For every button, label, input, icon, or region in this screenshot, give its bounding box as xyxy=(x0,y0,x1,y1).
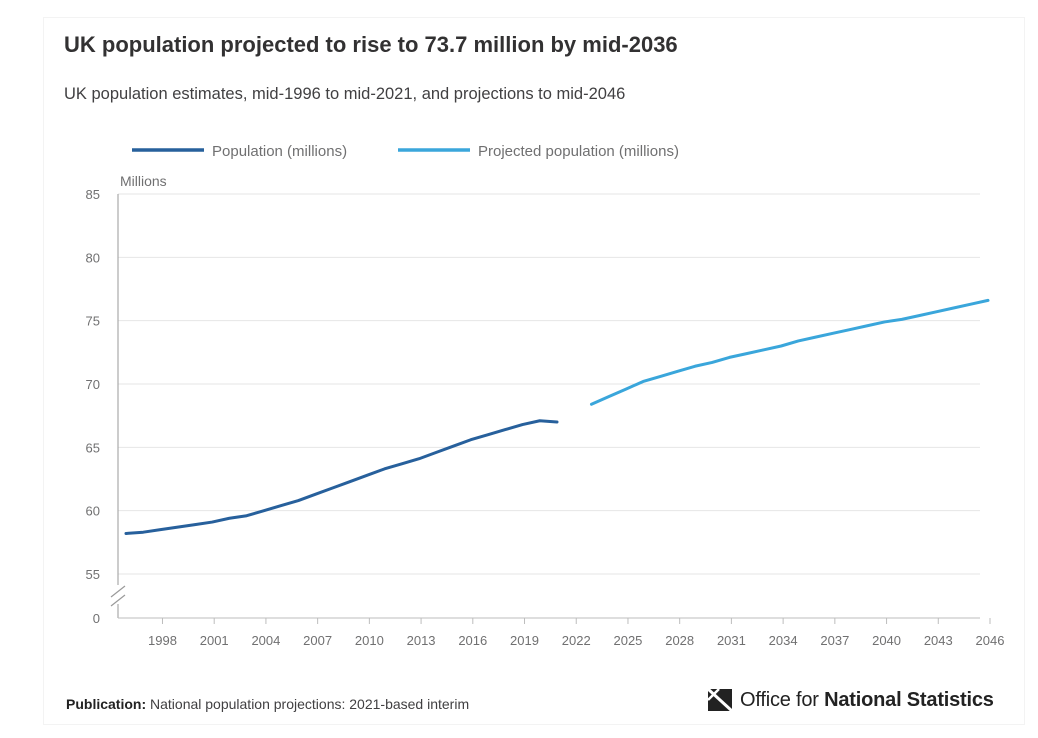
publication-label: Publication: xyxy=(66,696,147,712)
series-line-projected xyxy=(589,298,990,406)
x-tick-2001: 2001 xyxy=(200,633,229,648)
ons-logo-text-regular: Office for xyxy=(740,688,819,711)
y-axis-ticks: 0 55 60 65 70 75 80 85 xyxy=(86,187,100,626)
ons-logo-text: Office for National Statistics xyxy=(740,689,994,712)
x-tick-2019: 2019 xyxy=(510,633,539,648)
ons-logo-icon xyxy=(706,687,734,713)
ons-logo: Office for National Statistics xyxy=(706,687,994,713)
ons-logo-text-bold: National Statistics xyxy=(824,688,994,711)
x-tick-2034: 2034 xyxy=(769,633,798,648)
legend-label-projected: Projected population (millions) xyxy=(478,143,679,160)
x-tick-2010: 2010 xyxy=(355,633,384,648)
x-tick-2037: 2037 xyxy=(820,633,849,648)
x-tick-2040: 2040 xyxy=(872,633,901,648)
x-tick-2016: 2016 xyxy=(458,633,487,648)
publication-footer: Publication: National population project… xyxy=(66,696,469,712)
x-tick-2028: 2028 xyxy=(665,633,694,648)
y-tick-60: 60 xyxy=(86,504,100,519)
x-tick-2013: 2013 xyxy=(407,633,436,648)
series-line-population xyxy=(124,419,559,535)
y-tick-0: 0 xyxy=(93,611,100,626)
x-tick-2031: 2031 xyxy=(717,633,746,648)
chart-card xyxy=(44,18,1024,724)
series-lines xyxy=(124,298,990,535)
chart-legend: Population (millions) Projected populati… xyxy=(132,143,679,160)
y-axis-unit-label: Millions xyxy=(120,173,167,189)
x-tick-2022: 2022 xyxy=(562,633,591,648)
y-axis-break-mark xyxy=(110,585,126,607)
x-tick-2007: 2007 xyxy=(303,633,332,648)
x-tick-1998: 1998 xyxy=(148,633,177,648)
y-tick-65: 65 xyxy=(86,440,100,455)
chart-subtitle: UK population estimates, mid-1996 to mid… xyxy=(64,85,626,103)
x-tick-2004: 2004 xyxy=(251,633,280,648)
x-tick-2043: 2043 xyxy=(924,633,953,648)
axes xyxy=(110,194,980,619)
y-tick-75: 75 xyxy=(86,314,100,329)
y-tick-85: 85 xyxy=(86,187,100,202)
y-tick-55: 55 xyxy=(86,567,100,582)
x-tick-2025: 2025 xyxy=(613,633,642,648)
gridlines xyxy=(118,193,980,619)
x-axis-ticks: 1998 2001 2004 2007 2010 2013 2016 2019 2022 2025… xyxy=(148,618,1004,648)
chart-title: UK population projected to rise to 73.7 … xyxy=(64,32,678,57)
y-tick-80: 80 xyxy=(86,250,100,265)
publication-link[interactable]: National population projections: 2021-ba… xyxy=(150,696,470,712)
y-tick-70: 70 xyxy=(86,377,100,392)
x-tick-2046: 2046 xyxy=(976,633,1005,648)
legend-label-population: Population (millions) xyxy=(212,143,347,160)
